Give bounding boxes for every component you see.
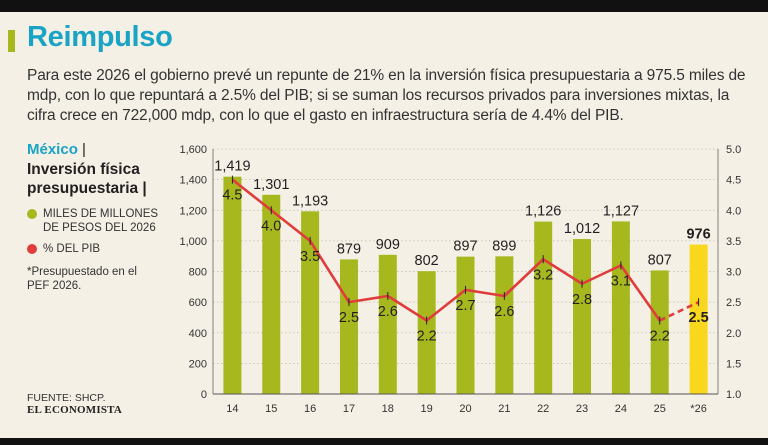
bottom-bar (0, 438, 768, 445)
bar-value-label: 1,193 (292, 193, 328, 209)
bar-value-label: 1,126 (525, 204, 561, 220)
x-tick-label: 18 (382, 403, 394, 415)
x-tick-label: 22 (537, 403, 549, 415)
bar (534, 221, 553, 394)
projection-note: *Presupuestado en el PEF 2026. (27, 266, 137, 292)
pct-value-label: 2.8 (572, 292, 592, 308)
pct-value-label: 2.7 (455, 298, 475, 314)
pct-projected-segment (659, 300, 700, 322)
chart-line (231, 175, 700, 325)
y2-tick-label: 1.5 (726, 358, 741, 370)
x-tick-label: 17 (343, 403, 355, 415)
y2-tick-label: 5.0 (726, 144, 741, 156)
sidebar-subject: Inversión física presupuestaria | (27, 161, 147, 197)
bar (223, 176, 242, 394)
pct-value-label: 2.5 (688, 310, 708, 326)
title-accent (8, 30, 15, 52)
bar (573, 239, 592, 394)
chart-axes: 0 1.0 200 1.5 400 2.0 600 2.5 800 3.0 1,000 3.5 1,20… (179, 144, 741, 415)
legend-dot-red-icon (27, 244, 37, 254)
bar (495, 256, 514, 394)
publisher-logo: EL ECONOMISTA (27, 404, 122, 416)
legend-dot-green-icon (27, 209, 37, 219)
x-tick-label: 16 (304, 403, 316, 415)
bar-value-label: 1,127 (603, 203, 639, 219)
x-tick-label: 14 (226, 403, 238, 415)
y2-tick-label: 1.0 (726, 389, 741, 401)
bar-value-label: 807 (648, 252, 672, 268)
source-note: FUENTE: SHCP. (27, 392, 106, 404)
x-tick-label: 23 (576, 403, 588, 415)
y-tick-label: 400 (189, 328, 207, 340)
bar (417, 271, 436, 394)
y-tick-label: 1,200 (179, 205, 207, 217)
y-tick-label: 800 (189, 267, 207, 279)
bar-value-label: 1,419 (214, 159, 250, 175)
y-tick-label: 200 (189, 358, 207, 370)
x-tick-label: 21 (498, 403, 510, 415)
pct-value-label: 4.0 (261, 218, 281, 234)
y-tick-label: 0 (201, 389, 207, 401)
bar (611, 221, 630, 394)
y-tick-label: 1,400 (179, 175, 207, 187)
top-bar (0, 0, 768, 12)
pct-value-label: 2.2 (650, 329, 670, 345)
x-tick-label: 24 (615, 403, 627, 415)
legend-label-line: % DEL PIB (43, 243, 101, 255)
y2-tick-label: 4.0 (726, 205, 741, 217)
legend-item-line: % DEL PIB (27, 242, 177, 256)
pct-value-label: 2.6 (494, 304, 514, 320)
bar (650, 270, 669, 394)
bar-value-label: 897 (453, 239, 477, 255)
bar (378, 254, 397, 394)
bar-value-label: 899 (492, 238, 516, 254)
sidebar-country: México | (27, 141, 86, 158)
pct-series-line (231, 178, 661, 322)
y-tick-label: 600 (189, 297, 207, 309)
bar-value-label: 879 (337, 241, 361, 257)
bar-value-label: 909 (376, 237, 400, 253)
bar (262, 194, 281, 394)
bar (301, 211, 320, 394)
bar (339, 259, 358, 394)
intro-text: Para este 2026 el gobierno prevé un repu… (27, 67, 746, 124)
y-tick-label: 1,600 (179, 144, 207, 156)
y2-tick-label: 2.0 (726, 328, 741, 340)
pct-value-label: 3.2 (533, 267, 553, 283)
y2-tick-label: 2.5 (726, 297, 741, 309)
pct-value-label: 3.1 (611, 273, 631, 289)
pct-value-label: 4.5 (222, 188, 242, 204)
x-tick-label: *26 (690, 403, 707, 415)
pct-value-label: 2.5 (339, 310, 359, 326)
pct-value-label: 3.5 (300, 249, 320, 265)
pct-value-label: 2.2 (417, 329, 437, 345)
y-tick-label: 1,000 (179, 236, 207, 248)
x-tick-label: 15 (265, 403, 277, 415)
y2-tick-label: 4.5 (726, 175, 741, 187)
bar (689, 244, 708, 394)
country-label: México (27, 141, 78, 158)
bar-value-label: 1,301 (253, 177, 289, 193)
pct-value-label: 2.6 (378, 304, 398, 320)
x-tick-label: 20 (459, 403, 471, 415)
page-title: Reimpulso (27, 21, 173, 53)
y2-tick-label: 3.5 (726, 236, 741, 248)
x-tick-label: 19 (421, 403, 433, 415)
bar (456, 256, 475, 394)
country-separator: | (82, 141, 86, 158)
x-tick-label: 25 (654, 403, 666, 415)
bar-value-label: 802 (415, 253, 439, 269)
bar-value-label: 1,012 (564, 221, 600, 237)
legend-item-bars: MILES DE MILLONES DE PESOS DEL 2026 (27, 207, 177, 235)
y2-tick-label: 3.0 (726, 267, 741, 279)
bar-value-label: 976 (686, 227, 710, 243)
legend-label-bars: MILES DE MILLONES DE PESOS DEL 2026 (43, 208, 159, 234)
legend: MILES DE MILLONES DE PESOS DEL 2026 % DE… (27, 207, 177, 263)
